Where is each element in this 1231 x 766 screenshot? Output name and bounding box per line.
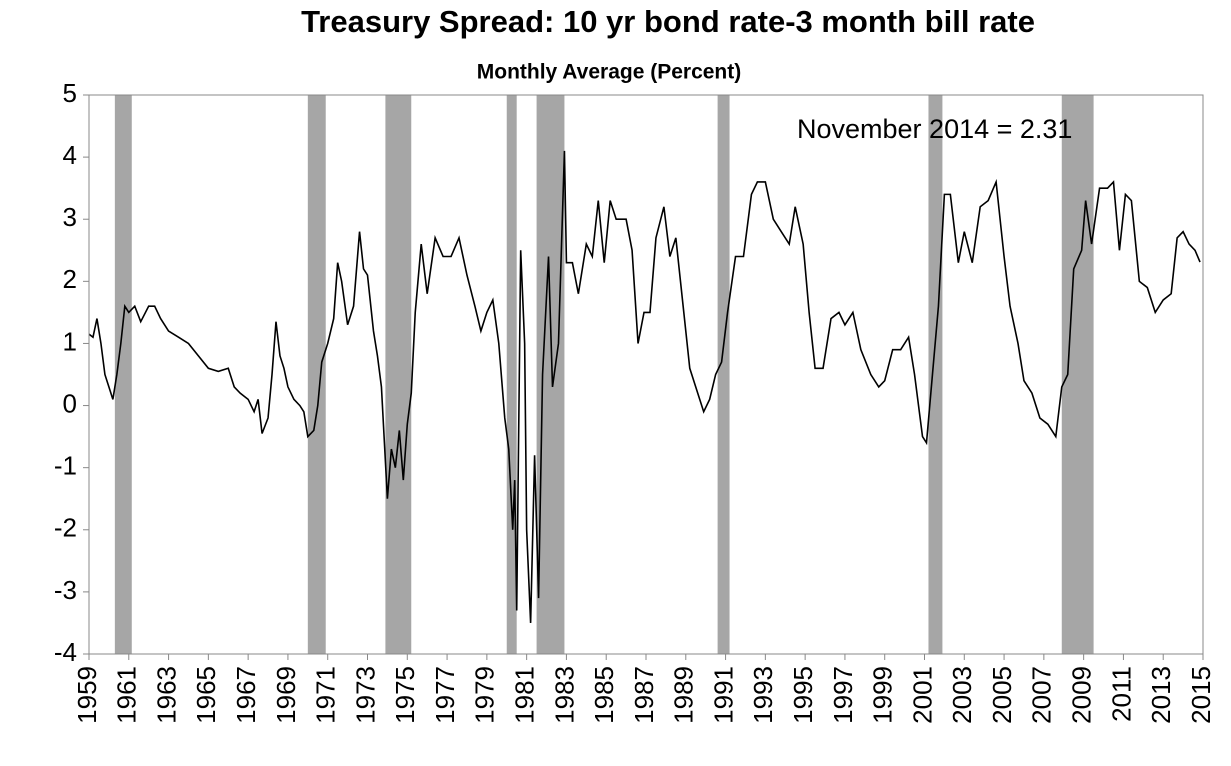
y-tick-label: 2: [63, 264, 77, 294]
x-tick-label: 2011: [1106, 666, 1136, 722]
y-tick-label: -1: [54, 451, 77, 481]
x-tick-label: 1993: [748, 666, 778, 724]
x-tick-label: 1977: [430, 666, 460, 724]
x-tick-label: 1973: [350, 666, 380, 724]
x-tick-label: 2007: [1027, 666, 1057, 724]
recession-band: [385, 95, 412, 654]
x-tick-label: 1987: [629, 666, 659, 724]
x-tick-label: 2015: [1186, 666, 1216, 724]
y-tick-label: 4: [63, 140, 77, 170]
y-tick-label: -3: [54, 575, 77, 605]
x-tick-label: 1975: [390, 666, 420, 724]
annotation: November 2014 = 2.31: [797, 114, 1072, 144]
x-tick-label: 1983: [549, 666, 579, 724]
x-tick-label: 1981: [510, 666, 540, 724]
recession-band: [307, 95, 326, 654]
series: [88, 150, 1201, 623]
axes: -4 -3 -2 -1 0 1 2 3 4 5 1959 1961 1963 1965 1967 1969 19…: [54, 78, 1216, 724]
x-tick-label: 1971: [311, 666, 341, 724]
x-tick-label: 1979: [470, 666, 500, 724]
x-tick-label: 2005: [987, 666, 1017, 724]
recession-band: [114, 95, 132, 654]
plot-frame: [88, 94, 1204, 655]
recession-shading: [114, 95, 1094, 654]
x-tick-label: 1965: [191, 666, 221, 724]
x-tick-label: 1997: [828, 666, 858, 724]
y-tick-label: -2: [54, 513, 77, 543]
x-tick-label: 1961: [112, 666, 142, 724]
spread-line: [88, 150, 1201, 623]
x-tick-label: 1967: [231, 666, 261, 724]
x-tick-label: 2001: [907, 666, 937, 724]
x-tick-label: 2013: [1146, 666, 1176, 724]
y-tick-label: -4: [54, 637, 77, 667]
x-tick-label: 2003: [947, 666, 977, 724]
chart-subtitle: Monthly Average (Percent): [477, 61, 742, 84]
recession-band: [928, 95, 943, 654]
x-tick-label: 1989: [669, 666, 699, 724]
x-tick-label: 1991: [708, 666, 738, 724]
x-tick-label: 1969: [271, 666, 301, 724]
recession-band: [506, 95, 517, 654]
recession-band: [536, 95, 565, 654]
y-tick-label: 0: [63, 388, 77, 418]
chart-title: Treasury Spread: 10 yr bond rate-3 month…: [301, 4, 1035, 39]
recession-band: [717, 95, 730, 654]
x-tick-label: 1985: [589, 666, 619, 724]
x-tick-label: 2009: [1067, 666, 1097, 724]
x-tick-label: 1995: [788, 666, 818, 724]
x-tick-label: 1959: [72, 666, 102, 724]
y-tick-label: 5: [63, 78, 77, 108]
x-tick-label: 1963: [151, 666, 181, 724]
recession-band: [1061, 95, 1094, 654]
x-tick-label: 1999: [868, 666, 898, 724]
y-tick-label: 3: [63, 202, 77, 232]
y-tick-label: 1: [63, 326, 77, 356]
